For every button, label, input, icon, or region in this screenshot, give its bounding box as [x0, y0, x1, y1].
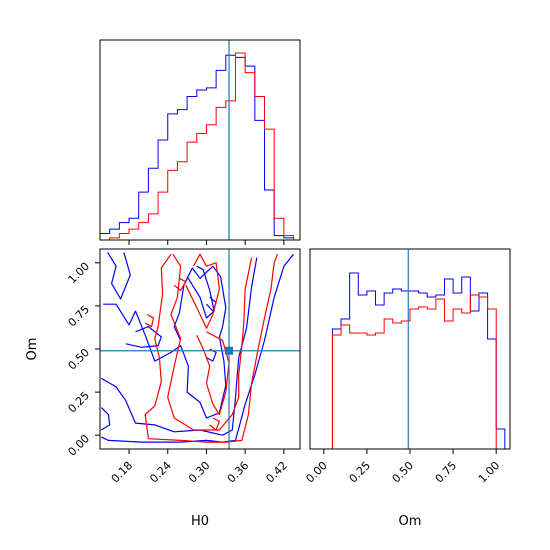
- panel-Om-histogram: 0.00 0.25 0.50 0.75 1.00: [303, 248, 511, 486]
- x-tick-label-Om: 0.75: [433, 459, 460, 486]
- contour-blue-4: [186, 265, 215, 319]
- panel-H0-Om-contour-frame: [99, 248, 301, 450]
- contour-red-0: [148, 253, 278, 443]
- contour-blue-5: [125, 326, 162, 348]
- y-tick-label-Om: 0.25: [66, 389, 93, 416]
- contour-red-7: [209, 417, 220, 431]
- Om-histogram-blue-series: [315, 272, 506, 449]
- x-tick-label-Om: 0.00: [303, 459, 330, 486]
- y-tick-label-Om: 0.75: [66, 303, 93, 330]
- H0-histogram-blue-series: [100, 54, 295, 240]
- panel-H0-histogram-frame: [99, 39, 301, 241]
- contour-blue-2: [107, 252, 131, 300]
- H0-histogram-red-series: [100, 52, 295, 240]
- contour-blue-3: [103, 265, 227, 419]
- x-tick-label-Om: 0.25: [347, 459, 374, 486]
- x-axis-label-Om: Om: [399, 514, 422, 529]
- y-tick-label-Om: 0.00: [66, 432, 93, 459]
- x-tick-label-Om: 1.00: [476, 459, 503, 486]
- x-tick-label-H0: 0.18: [109, 459, 136, 486]
- contour-red-5: [144, 313, 155, 328]
- x-tick-label-H0: 0.36: [225, 459, 252, 486]
- contour-red-6: [173, 277, 187, 291]
- y-tick-label-Om: 1.00: [66, 260, 93, 287]
- x-tick-label-H0: 0.24: [147, 459, 174, 486]
- truth-marker: [225, 346, 234, 355]
- panel-H0-histogram: [99, 39, 301, 245]
- contour-blue-0: [101, 253, 294, 443]
- x-tick-label-H0: 0.42: [263, 459, 290, 486]
- y-axis-label-Om: Om: [25, 338, 40, 361]
- contour-red-4: [196, 331, 230, 416]
- panel-Om-histogram-frame: [309, 248, 511, 450]
- contour-red-1: [144, 253, 172, 439]
- contour-red-2: [167, 253, 253, 431]
- contour-red-3: [185, 253, 220, 329]
- x-tick-label-H0: 0.30: [186, 459, 213, 486]
- Om-histogram-red-series: [315, 294, 505, 449]
- contour-blue-7: [100, 407, 111, 431]
- y-tick-label-Om: 0.50: [66, 346, 93, 373]
- x-axis-label-H0: H0: [191, 514, 209, 529]
- panel-H0-Om-contour: 0.18 0.24 0.30 0.36 0.42 0.00 0.25 0.50 0.75 1.00: [66, 248, 301, 486]
- x-tick-label-Om: 0.50: [390, 459, 417, 486]
- contour-blue-1: [100, 257, 258, 436]
